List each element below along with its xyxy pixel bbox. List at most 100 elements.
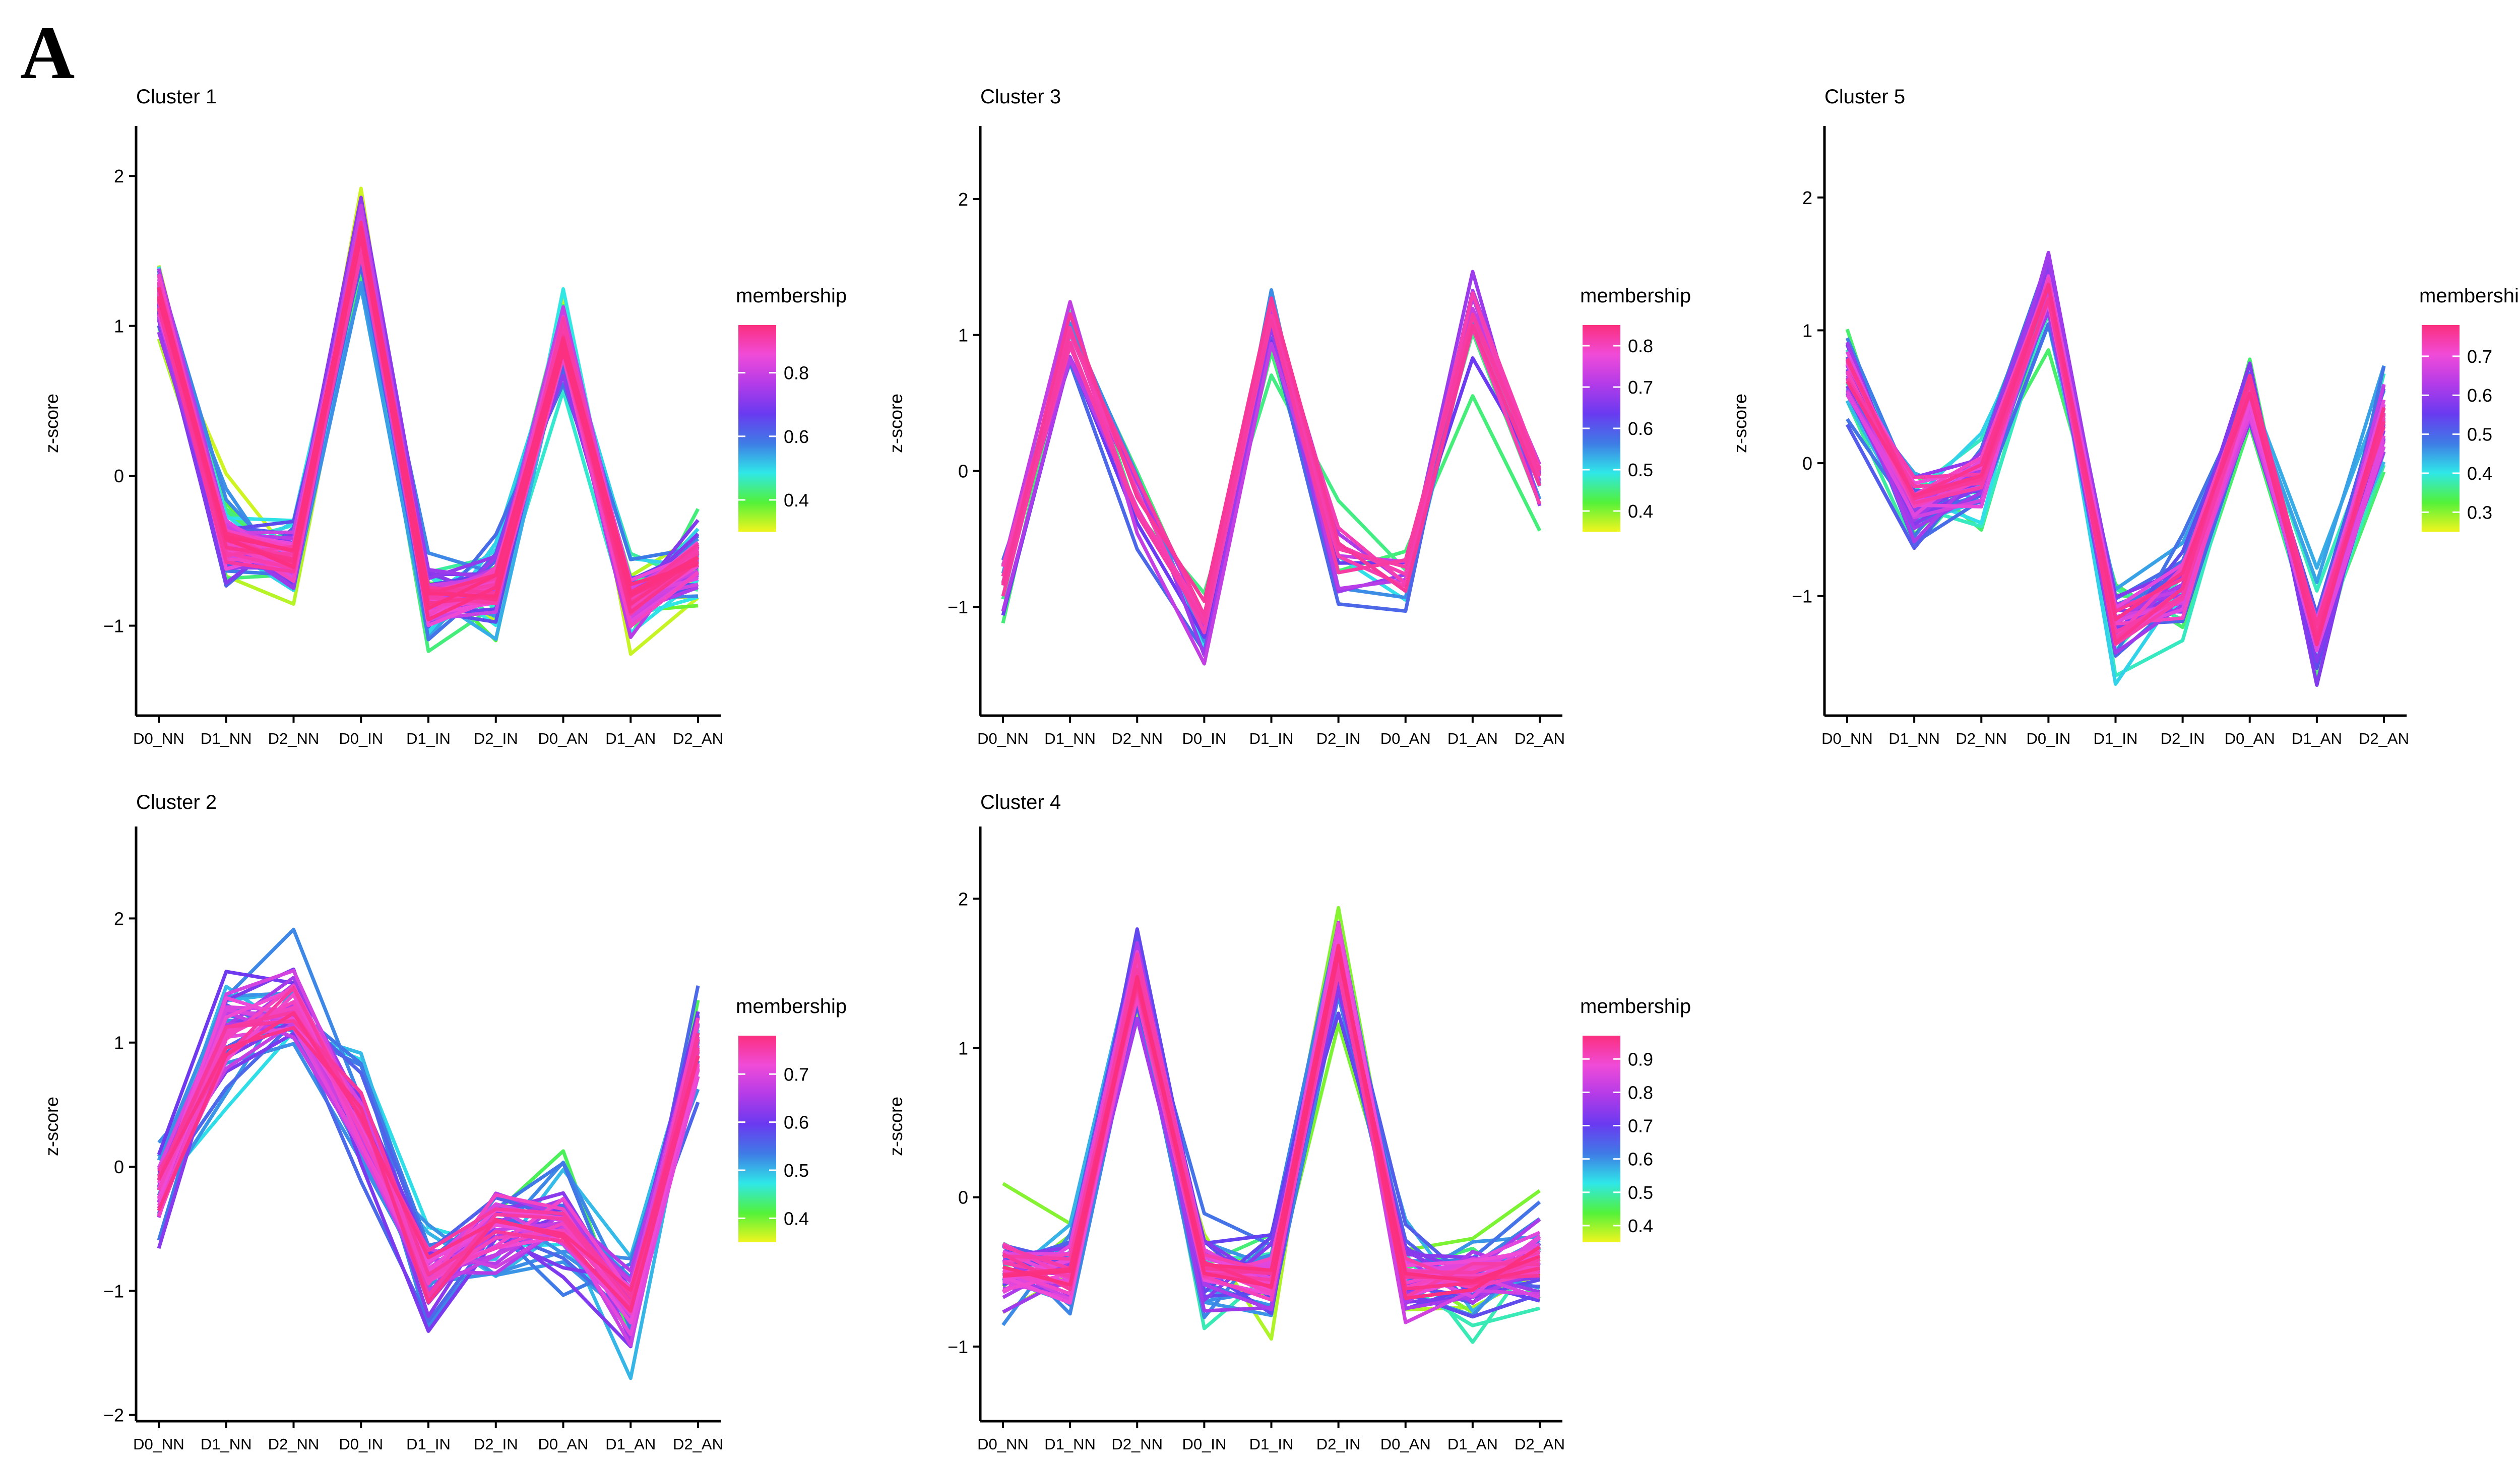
legend-tick-label: 0.8: [1628, 336, 1653, 356]
legend-tick-label: 0.4: [784, 1208, 809, 1229]
x-tick-label: D0_AN: [2225, 730, 2275, 747]
x-tick-label: D2_AN: [673, 1435, 723, 1453]
x-tick-label: D1_IN: [2094, 730, 2138, 747]
chart-panel-2: Cluster 3 z-score −1 0 1 2 D0_NN D1_NN D2_NN D0_I…: [886, 86, 1691, 747]
y-tick-label: 1: [1802, 320, 1812, 341]
x-tick-label: D0_IN: [339, 730, 383, 747]
x-tick-label: D1_IN: [1249, 1435, 1294, 1453]
series-line-13: [157, 985, 700, 1323]
x-tick-label: D2_IN: [2161, 730, 2205, 747]
y-axis-label: z-score: [1730, 394, 1750, 453]
x-tick-label: D2_NN: [1111, 730, 1163, 747]
x-tick-label: D2_NN: [268, 1435, 320, 1453]
series-line-42: [157, 986, 700, 1299]
legend-title: membership: [1580, 285, 1691, 307]
y-tick-label: −1: [948, 1337, 968, 1357]
legend-tick-label: 0.5: [1628, 460, 1653, 480]
legend-tick-label: 0.6: [1628, 418, 1653, 439]
x-tick-label: D2_AN: [1515, 730, 1565, 747]
legend-colorbar: [738, 1036, 776, 1242]
x-tick-label: D2_NN: [268, 730, 320, 747]
x-tick-label: D1_AN: [605, 1435, 656, 1453]
series-line-15: [1001, 312, 1542, 617]
x-tick-label: D2_IN: [1316, 730, 1361, 747]
legend-tick-label: 0.6: [1628, 1149, 1653, 1170]
legend-colorbar: [2422, 325, 2460, 532]
legend-colorbar: [738, 325, 776, 532]
legend-tick-label: 0.5: [1628, 1182, 1653, 1203]
x-tick-label: D2_NN: [1956, 730, 2007, 747]
x-tick-label: D2_AN: [1515, 1435, 1565, 1453]
x-tick-label: D0_IN: [2026, 730, 2070, 747]
legend-tick-label: 0.5: [784, 1160, 809, 1181]
y-tick-label: −1: [103, 1281, 124, 1301]
y-tick-label: 0: [114, 466, 124, 486]
y-axis-label: z-score: [886, 394, 906, 453]
x-tick-label: D1_NN: [201, 1435, 252, 1453]
x-tick-label: D1_IN: [406, 730, 451, 747]
x-tick-label: D1_IN: [1249, 730, 1294, 747]
x-tick-label: D0_NN: [1821, 730, 1873, 747]
y-tick-label: 2: [114, 908, 124, 929]
x-tick-label: D1_NN: [1888, 730, 1940, 747]
x-tick-label: D0_IN: [339, 1435, 383, 1453]
series-line-90: [157, 225, 699, 598]
x-tick-label: D1_IN: [406, 1435, 451, 1453]
x-tick-label: D2_IN: [474, 1435, 518, 1453]
x-tick-label: D1_NN: [201, 730, 252, 747]
series-line-43: [1845, 297, 2386, 626]
legend-title: membership: [736, 285, 847, 307]
x-tick-label: D0_NN: [977, 730, 1029, 747]
y-tick-label: 1: [114, 1033, 124, 1053]
series-line-60: [1002, 951, 1541, 1288]
y-axis-label: z-score: [886, 1097, 906, 1156]
legend-tick-label: 0.6: [784, 1112, 809, 1133]
y-tick-label: 2: [958, 888, 968, 909]
x-tick-label: D0_AN: [1380, 1435, 1431, 1453]
legend-tick-label: 0.8: [1628, 1082, 1653, 1103]
x-tick-label: D0_AN: [538, 1435, 589, 1453]
x-tick-label: D2_IN: [474, 730, 518, 747]
legend-tick-label: 0.7: [1628, 377, 1653, 398]
legend-title: membership: [2419, 285, 2520, 307]
legend-tick-label: 0.7: [1628, 1116, 1653, 1136]
y-tick-label: 1: [958, 1038, 968, 1058]
x-tick-label: D1_AN: [605, 730, 656, 747]
legend-tick-label: 0.4: [2467, 463, 2492, 484]
chart-title: Cluster 5: [1824, 86, 1905, 108]
y-tick-label: −1: [1792, 586, 1812, 607]
legend-tick-label: 0.4: [1628, 1216, 1653, 1236]
series-line-59: [1002, 943, 1541, 1300]
y-tick-label: 0: [1802, 453, 1812, 474]
y-tick-label: 1: [958, 325, 968, 346]
x-tick-label: D0_NN: [977, 1435, 1029, 1453]
x-tick-label: D2_IN: [1316, 1435, 1361, 1453]
legend-tick-label: 0.7: [784, 1064, 809, 1085]
x-tick-label: D0_AN: [538, 730, 589, 747]
series-line-7: [1001, 270, 1542, 657]
y-tick-label: 0: [958, 1187, 968, 1208]
x-tick-label: D1_NN: [1044, 730, 1096, 747]
chart-panel-1: Cluster 1 z-score −1 0 1 2 D0_NN D1_NN D2_NN D0_I…: [41, 86, 847, 747]
y-tick-label: −2: [103, 1405, 124, 1426]
chart-title: Cluster 3: [980, 86, 1061, 108]
series-line-44: [1845, 283, 2386, 645]
x-tick-label: D0_IN: [1182, 730, 1226, 747]
x-tick-label: D1_AN: [2292, 730, 2342, 747]
legend-tick-label: 0.6: [784, 426, 809, 447]
legend-tick-label: 0.6: [2467, 385, 2492, 406]
chart-panel-3: Cluster 5 z-score −1 0 1 2 D0_NN D1_NN D2_NN D0_I…: [1730, 86, 2520, 747]
panel-letter: A: [20, 11, 75, 95]
series-line-16: [1001, 296, 1542, 603]
x-tick-label: D0_AN: [1380, 730, 1431, 747]
x-tick-label: D0_NN: [133, 730, 184, 747]
chart-panel-4: Cluster 2 z-score −2 −1 0 1 2 D0_NN D1_NN D2_NN D0…: [41, 791, 847, 1453]
series-line-34: [157, 996, 700, 1325]
y-tick-label: −1: [103, 616, 124, 637]
series-line-11: [1845, 294, 2386, 591]
chart-title: Cluster 2: [136, 791, 217, 813]
x-tick-label: D1_NN: [1044, 1435, 1096, 1453]
series-line-45: [157, 1011, 700, 1292]
y-tick-label: 2: [1802, 187, 1812, 208]
x-tick-label: D2_NN: [1111, 1435, 1163, 1453]
